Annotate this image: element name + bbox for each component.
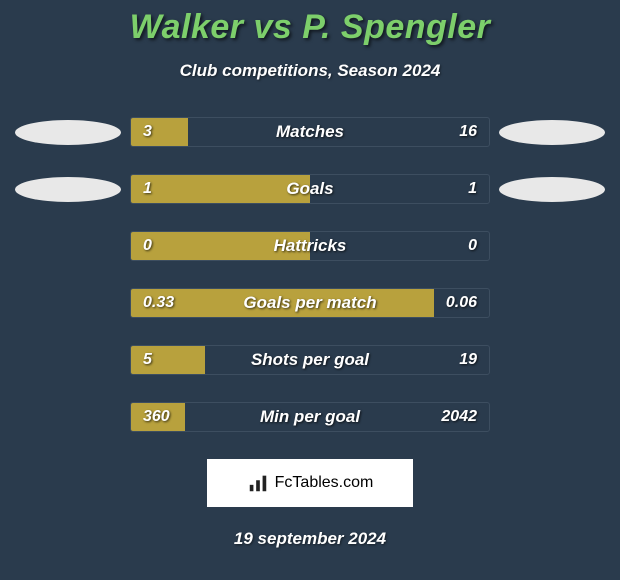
stat-label: Min per goal — [131, 403, 489, 431]
stat-value-right: 2042 — [441, 403, 477, 431]
player-avatar-left — [15, 120, 121, 145]
stat-value-left: 0.33 — [143, 289, 174, 317]
stat-bar-track: 360 Min per goal 2042 — [130, 402, 490, 432]
stat-bar-fill — [131, 175, 310, 203]
stat-value-right: 0 — [468, 232, 477, 260]
stat-bar-track: 0 Hattricks 0 — [130, 231, 490, 261]
player-avatar-left — [15, 177, 121, 202]
bar-chart-icon — [247, 472, 269, 494]
comparison-subtitle: Club competitions, Season 2024 — [0, 61, 620, 81]
source-badge-text: FcTables.com — [275, 474, 374, 492]
source-badge[interactable]: FcTables.com — [207, 459, 413, 507]
stat-value-left: 360 — [143, 403, 170, 431]
stat-bar-fill — [131, 118, 188, 146]
avatar-right-slot — [492, 120, 612, 145]
stat-bar-fill — [131, 232, 310, 260]
stat-value-right: 0.06 — [446, 289, 477, 317]
stat-row: 0 Hattricks 0 — [8, 231, 612, 261]
stat-value-right: 16 — [459, 118, 477, 146]
stat-bar-fill — [131, 289, 434, 317]
stat-row: 360 Min per goal 2042 — [8, 402, 612, 432]
stat-row: 3 Matches 16 — [8, 117, 612, 147]
stat-value-left: 5 — [143, 346, 152, 374]
stat-value-right: 1 — [468, 175, 477, 203]
stat-bar-track: 1 Goals 1 — [130, 174, 490, 204]
stat-row: 1 Goals 1 — [8, 174, 612, 204]
stat-row: 5 Shots per goal 19 — [8, 345, 612, 375]
stat-bar-track: 5 Shots per goal 19 — [130, 345, 490, 375]
comparison-title: Walker vs P. Spengler — [0, 0, 620, 47]
snapshot-date: 19 september 2024 — [0, 529, 620, 549]
avatar-left-slot — [8, 120, 128, 145]
player-avatar-right — [499, 120, 605, 145]
stats-chart: 3 Matches 16 1 Goals 1 0 Hattricks 0 — [0, 117, 620, 432]
stat-bar-track: 0.33 Goals per match 0.06 — [130, 288, 490, 318]
stat-value-left: 3 — [143, 118, 152, 146]
stat-bar-track: 3 Matches 16 — [130, 117, 490, 147]
stat-value-left: 1 — [143, 175, 152, 203]
stat-value-left: 0 — [143, 232, 152, 260]
avatar-right-slot — [492, 177, 612, 202]
player-avatar-right — [499, 177, 605, 202]
stat-row: 0.33 Goals per match 0.06 — [8, 288, 612, 318]
stat-value-right: 19 — [459, 346, 477, 374]
avatar-left-slot — [8, 177, 128, 202]
